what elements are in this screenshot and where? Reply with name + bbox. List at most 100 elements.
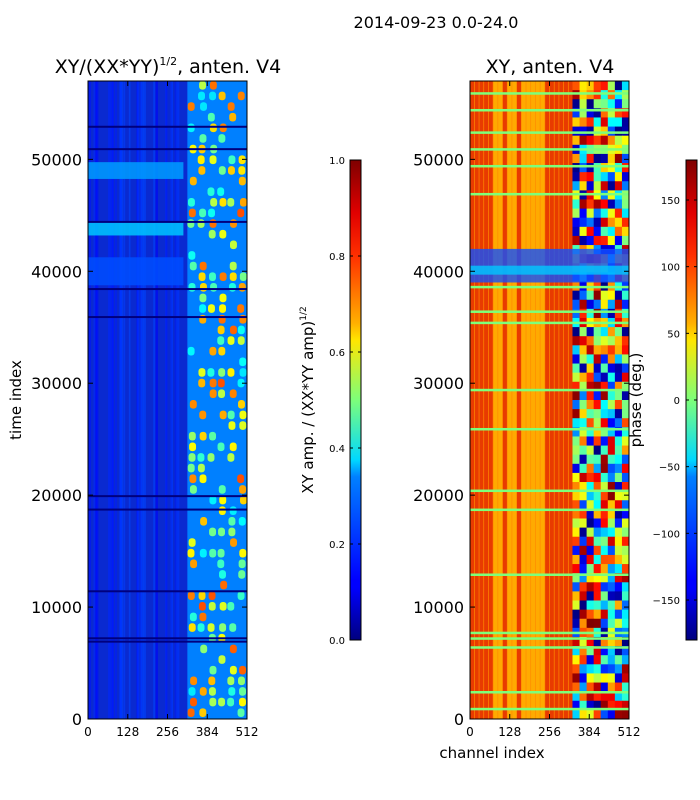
right-heatmap-cell	[572, 436, 581, 447]
right-colorbar-ticks: −150 −100 −50 0 50 100 150	[653, 196, 697, 607]
right-heatmap-cell	[586, 363, 595, 374]
right-heatmap-stripe	[521, 81, 526, 719]
right-heatmap-cell	[621, 345, 629, 355]
right-heatmap-cell	[614, 299, 623, 310]
right-heatmap-cell	[614, 609, 623, 620]
right-heatmap-cell	[593, 491, 602, 501]
right-heatmap-cell	[572, 664, 581, 674]
right-heatmap-cell	[621, 400, 629, 410]
right-heatmap-stripe	[526, 81, 531, 719]
right-heatmap-cell	[600, 363, 609, 374]
right-heatmap-cell	[614, 418, 623, 428]
right-heatmap-cell	[593, 472, 602, 483]
right-heatmap-cell	[607, 327, 616, 337]
left-heatmap-cell	[210, 283, 218, 292]
left-heatmap-cell	[219, 410, 227, 420]
colorbar-tick-label: −50	[659, 463, 680, 474]
right-heatmap-cell	[572, 636, 581, 647]
right-heatmap-cell	[600, 582, 609, 592]
right-heatmap-stripe	[531, 81, 536, 719]
left-heatmap-gap	[88, 288, 247, 291]
right-heatmap-cell	[600, 336, 609, 346]
right-heatmap-cell	[593, 418, 602, 428]
right-heatmap-cell	[579, 554, 588, 565]
left-heatmap-cell	[238, 516, 246, 526]
right-heatmap-cell	[607, 372, 616, 383]
right-heatmap-cell	[621, 673, 629, 684]
left-heatmap-cell	[198, 602, 206, 611]
right-heatmap-cell	[586, 600, 595, 611]
right-heatmap-cell	[621, 117, 629, 128]
right-heatmap-stripe	[493, 81, 498, 719]
left-heatmap-cell	[187, 346, 195, 356]
right-heatmap-cell	[572, 390, 581, 401]
left-heatmap-cell	[217, 187, 225, 196]
left-heatmap-stripe	[171, 81, 173, 719]
left-heatmap-stripe	[95, 81, 99, 719]
right-heatmap-cell	[621, 290, 629, 301]
left-heatmap-stripe	[165, 81, 167, 719]
right-heatmap-cell	[593, 235, 602, 246]
right-heatmap-cell	[607, 390, 616, 401]
right-heatmap-cell	[593, 636, 602, 647]
left-heatmap-cell	[209, 495, 217, 505]
right-heatmap-cell	[621, 618, 629, 629]
right-heatmap-cell	[600, 600, 609, 611]
right-heatmap-cell	[621, 172, 629, 182]
right-heatmap-cell	[600, 709, 609, 719]
right-heatmap-cell	[607, 108, 616, 118]
right-heatmap-cell	[593, 454, 602, 465]
left-heatmap-cell	[207, 368, 215, 377]
right-heatmap-cell	[621, 682, 629, 693]
left-heatmap-cell	[227, 453, 235, 462]
right-heatmap-cell	[593, 153, 602, 164]
left-heatmap-cell	[217, 325, 225, 335]
left-heatmap-cell	[219, 293, 227, 303]
right-heatmap-cell	[621, 454, 629, 465]
right-heatmap-cell	[607, 636, 616, 647]
left-title-superscript: 1/2	[159, 55, 177, 68]
left-heatmap-stripe	[119, 81, 122, 719]
x-tick-label: 512	[236, 725, 259, 739]
right-heatmap-cell	[593, 436, 602, 447]
right-heatmap-cell	[621, 646, 629, 656]
left-heatmap-cell	[199, 261, 207, 271]
right-heatmap-cell	[593, 390, 602, 401]
right-heatmap-cell	[572, 135, 581, 146]
right-heatmap-cell	[621, 554, 629, 565]
right-heatmap-cell	[579, 609, 588, 620]
right-heatmap-cell	[600, 99, 609, 109]
right-heatmap-cell	[579, 682, 588, 693]
right-heatmap-cell	[607, 163, 616, 173]
right-heatmap-cell	[614, 709, 623, 719]
right-heatmap-line	[470, 508, 629, 512]
left-heatmap-cell	[229, 283, 236, 292]
left-heatmap-cell	[209, 272, 216, 282]
right-heatmap-cell	[621, 354, 629, 365]
right-heatmap-cell	[579, 472, 588, 483]
left-heatmap-cell	[208, 208, 216, 218]
left-heatmap-gap	[88, 316, 247, 319]
colorbar-tick-label: 150	[661, 196, 680, 207]
right-heatmap-cell	[607, 655, 616, 665]
left-heatmap-stripe	[141, 81, 144, 719]
right-heatmap-cell	[586, 527, 595, 538]
right-heatmap-cell	[614, 618, 623, 629]
left-heatmap-cell	[199, 431, 207, 441]
right-heatmap-cell	[600, 518, 609, 529]
right-heatmap-cell	[593, 554, 602, 565]
right-heatmap-cell	[607, 536, 616, 547]
x-tick-label: 384	[578, 725, 601, 739]
right-heatmap-cell	[586, 327, 595, 337]
right-heatmap-cell	[607, 591, 616, 602]
left-heatmap-cell	[237, 336, 245, 345]
right-heatmap-cell	[593, 181, 602, 191]
right-heatmap-cell	[579, 235, 588, 246]
right-heatmap-cell	[586, 436, 595, 447]
right-heatmap-cell	[572, 463, 581, 474]
right-heatmap-cell	[621, 509, 629, 519]
right-heatmap-cell	[614, 81, 623, 91]
right-heatmap-cell	[579, 591, 588, 602]
right-heatmap-cell	[614, 463, 623, 474]
right-heatmap-cell	[572, 573, 581, 583]
